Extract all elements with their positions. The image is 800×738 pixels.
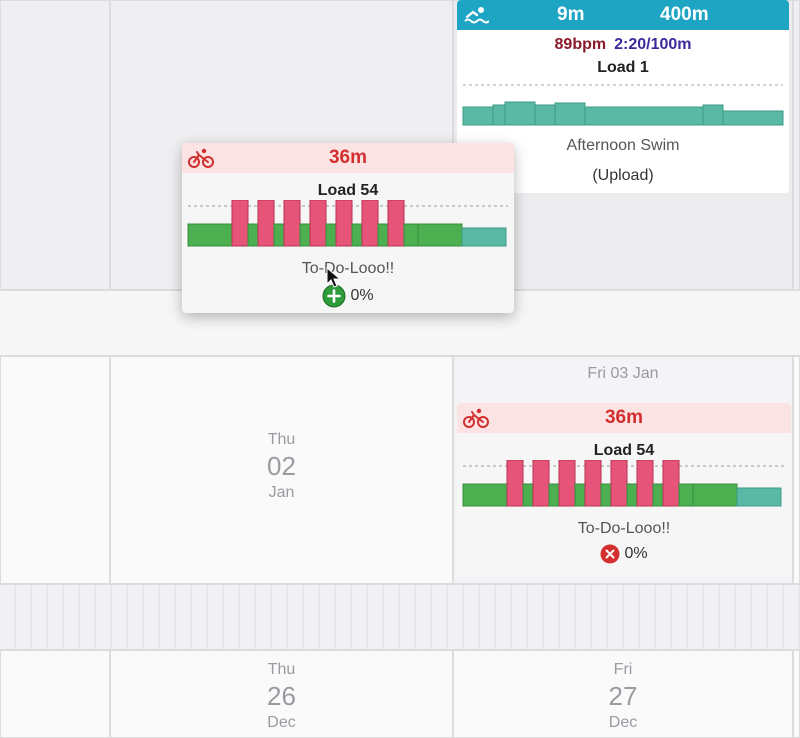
swim-activity-card[interactable]: 9m 400m 89bpm 2:20/100m Load 1 Afternoon…	[457, 0, 789, 193]
workout-title: To-Do-Looo!!	[301, 260, 395, 277]
pace: 2:20/100m	[614, 36, 692, 53]
workout-profile-chart	[462, 460, 785, 507]
calendar-cell-fri-27[interactable]: Fri 27 Dec	[453, 650, 793, 738]
month-label: Jan	[268, 484, 295, 501]
day-label: Fri 27 Dec	[454, 661, 792, 732]
swim-duration: 9m	[557, 4, 585, 25]
metrics-line: 89bpm 2:20/100m	[457, 36, 789, 54]
day-number: 26	[267, 681, 296, 711]
close-icon	[600, 544, 620, 564]
week-summary-band	[0, 584, 800, 650]
heart-rate: 89bpm	[554, 36, 607, 53]
date-heading: Fri 03 Jan	[587, 365, 659, 382]
calendar-cell[interactable]	[793, 0, 800, 290]
day-label: Thu 02 Jan	[111, 431, 452, 502]
calendar-cell[interactable]	[0, 0, 110, 290]
day-of-week: Fri	[613, 661, 633, 678]
workout-profile-chart	[462, 84, 784, 126]
compliance-status: 0%	[182, 284, 514, 308]
workout-profile-chart	[187, 200, 508, 247]
bike-icon	[188, 148, 214, 168]
planned-bike-card[interactable]: 36m Load 54 To-Do-Looo!! 0%	[457, 403, 791, 575]
day-label: Thu 26 Dec	[111, 661, 452, 732]
compliance-value: 0%	[350, 287, 374, 304]
calendar-cell-thu-02[interactable]: Thu 02 Jan	[110, 356, 453, 584]
card-header: 9m 400m	[457, 0, 789, 30]
calendar-cell[interactable]	[793, 650, 800, 738]
activity-title: Afternoon Swim	[566, 137, 680, 154]
day-number: 02	[267, 451, 296, 481]
calendar-cell-thu-26[interactable]: Thu 26 Dec	[110, 650, 453, 738]
month-label: Dec	[608, 714, 638, 731]
calendar-cell[interactable]	[0, 650, 110, 738]
swim-distance: 400m	[660, 4, 709, 25]
compliance-status: 0%	[457, 544, 791, 564]
card-header: 36m	[457, 403, 791, 433]
calendar-cell[interactable]	[0, 356, 110, 584]
load-label: Load 1	[597, 59, 649, 76]
card-header: 36m	[182, 143, 514, 173]
activity-source: (Upload)	[592, 167, 654, 184]
day-number: 27	[608, 681, 638, 711]
day-of-week: Thu	[267, 661, 296, 678]
month-label: Dec	[267, 714, 296, 731]
dragged-workout-card[interactable]: 36m Load 54 To-Do-Looo!! 0%	[182, 143, 514, 313]
bike-icon	[463, 408, 489, 428]
plus-icon	[322, 284, 346, 308]
swimmer-icon	[464, 7, 489, 24]
calendar-cell[interactable]	[793, 356, 800, 584]
mouse-cursor-icon	[326, 267, 342, 288]
load-label: Load 54	[317, 182, 379, 199]
workout-title: To-Do-Looo!!	[577, 520, 671, 537]
duration: 36m	[604, 407, 644, 428]
day-of-week: Thu	[267, 431, 296, 448]
load-label: Load 54	[593, 442, 655, 459]
duration: 36m	[328, 147, 368, 168]
compliance-value: 0%	[624, 545, 648, 562]
